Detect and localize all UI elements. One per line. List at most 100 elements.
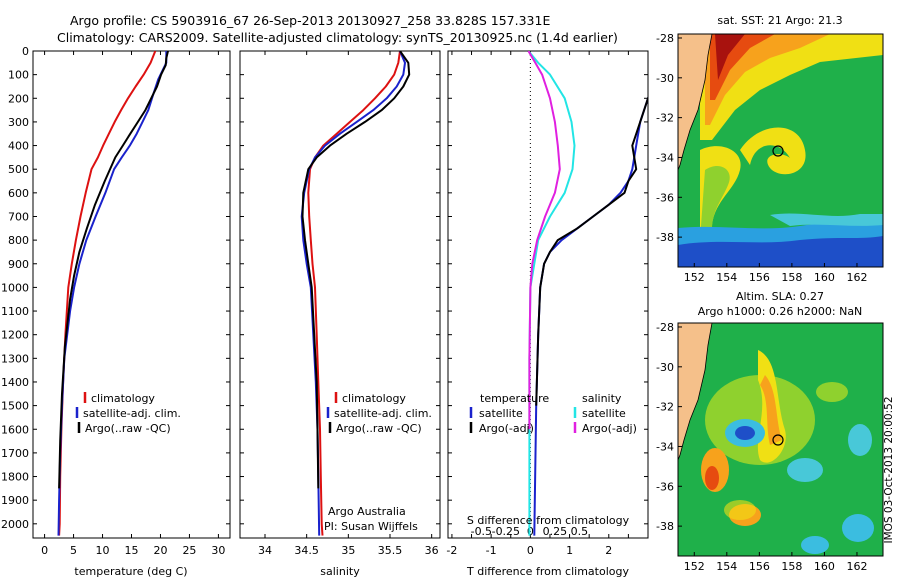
sst-map-argo-marker: [772, 145, 784, 157]
x-tick-label: 36: [425, 544, 439, 557]
series-line-argo-raw-qc-: [301, 51, 411, 489]
map-x-tick-label: 162: [846, 560, 867, 573]
map-y-tick-label: -32: [656, 401, 674, 414]
legend-label-s-argo: Argo(-adj): [582, 422, 637, 435]
map-x-tick-label: 162: [846, 271, 867, 284]
y-tick-label: 1800: [1, 471, 29, 484]
salinity-panel-frame: [239, 50, 441, 539]
x-tick-label: 0: [41, 544, 48, 557]
map-y-tick-label: -38: [656, 231, 674, 244]
sla-map-subtitle: Argo h1000: 0.26 h2000: NaN: [698, 305, 863, 318]
salinity-legend: climatology satellite-adj. clim. Argo(..…: [324, 392, 432, 533]
y-tick-label: 1400: [1, 376, 29, 389]
y-tick-label: 900: [8, 258, 29, 271]
map-x-tick-label: 160: [814, 271, 835, 284]
legend-label-argo: Argo(..raw -QC): [336, 422, 422, 435]
series-line-satellite-adj-clim-: [57, 51, 168, 536]
y-tick-label: 600: [8, 187, 29, 200]
map-y-tick-label: -36: [656, 480, 674, 493]
legend-label-s-satellite: satellite: [582, 407, 626, 420]
sla-map: [678, 323, 883, 556]
map-y-tick-label: -34: [656, 440, 674, 453]
temperature-panel-frame: [32, 50, 231, 539]
y-tick-label: 1100: [1, 305, 29, 318]
map-x-tick-label: 154: [716, 271, 737, 284]
map-y-tick-label: -30: [656, 361, 674, 374]
legend-title-temperature: temperature: [480, 392, 549, 405]
legend-label-t-argo: Argo(-adj): [479, 422, 534, 435]
x-tick-label: 1: [566, 544, 573, 557]
temperature-xlabel: temperature (deg C): [74, 565, 187, 578]
y-tick-label: 1000: [1, 281, 29, 294]
y-tick-label: 1900: [1, 494, 29, 507]
legend-title-salinity: salinity: [582, 392, 622, 405]
series-line-climatology: [307, 51, 401, 536]
legend-label-climatology: climatology: [342, 392, 406, 405]
legend-label-t-satellite: satellite: [479, 407, 523, 420]
temperature-axes: 0100200300400500600700800900100011001200…: [1, 45, 230, 557]
y-tick-label: 400: [8, 140, 29, 153]
x-tick-label: 25: [182, 544, 196, 557]
temperature-legend: climatology satellite-adj. clim. Argo(..…: [75, 392, 181, 435]
map-y-tick-label: -28: [656, 321, 674, 334]
y-tick-label: 800: [8, 234, 29, 247]
salinity-xlabel: salinity: [320, 565, 360, 578]
map-x-tick-label: 156: [749, 271, 770, 284]
imos-stamp: IMOS 03-Oct-2013 20:00:52: [883, 396, 895, 543]
sla-map-axes: 152 154 156 158 160 162 -28 -30 -32 -34 -36 -38: [656, 321, 867, 573]
y-tick-label: 1500: [1, 400, 29, 413]
y-tick-label: 500: [8, 163, 29, 176]
map-y-tick-label: -32: [656, 112, 674, 125]
x-tick-label: 35: [341, 544, 355, 557]
sla-map-title: Altim. SLA: 0.27: [736, 290, 824, 303]
map-x-tick-label: 158: [781, 560, 802, 573]
x-tick-label: -1: [486, 544, 497, 557]
legend-label-satellite: satellite-adj. clim.: [334, 407, 432, 420]
difference-xlabel: T difference from climatology: [466, 565, 629, 578]
x-tick-label-salinity: -0.5: [471, 525, 492, 538]
map-x-tick-label: 160: [814, 560, 835, 573]
salinity-series: [300, 51, 411, 536]
series-line-argo-adj-: [527, 51, 561, 430]
y-tick-label: 100: [8, 69, 29, 82]
header-line2: Climatology: CARS2009. Satellite-adjuste…: [57, 30, 618, 45]
x-tick-label: -2: [446, 544, 457, 557]
sst-map-title: sat. SST: 21 Argo: 21.3: [717, 14, 842, 27]
legend-label-argo: Argo(..raw -QC): [85, 422, 171, 435]
x-tick-label: 30: [211, 544, 225, 557]
x-tick-label: 0: [527, 544, 534, 557]
annotation-argo-australia: Argo Australia: [328, 505, 406, 518]
map-y-tick-label: -28: [656, 32, 674, 45]
legend-label-satellite: satellite-adj. clim.: [83, 407, 181, 420]
y-tick-label: 200: [8, 92, 29, 105]
x-tick-label: 20: [153, 544, 167, 557]
x-tick-label: 15: [125, 544, 139, 557]
difference-series: [527, 51, 648, 536]
map-y-tick-label: -36: [656, 191, 674, 204]
difference-panel-frame: [447, 50, 649, 539]
y-tick-label: 700: [8, 210, 29, 223]
y-tick-label: 1600: [1, 423, 29, 436]
map-x-tick-label: 156: [749, 560, 770, 573]
y-tick-label: 2000: [1, 518, 29, 531]
map-x-tick-label: 152: [684, 560, 705, 573]
x-tick-label: 34.5: [294, 544, 319, 557]
map-x-tick-label: 158: [781, 271, 802, 284]
x-tick-label: 35.5: [378, 544, 403, 557]
difference-legend: temperature salinity satellite Argo(-adj…: [469, 392, 637, 435]
map-y-tick-label: -34: [656, 151, 674, 164]
map-y-tick-label: -38: [656, 520, 674, 533]
temperature-series: [57, 51, 169, 536]
y-tick-label: 1200: [1, 329, 29, 342]
x-tick-label: 5: [70, 544, 77, 557]
annotation-pi: PI: Susan Wijffels: [324, 520, 418, 533]
y-tick-label: 300: [8, 116, 29, 129]
y-tick-label: 0: [22, 45, 29, 58]
y-tick-label: 1300: [1, 352, 29, 365]
map-y-tick-label: -30: [656, 72, 674, 85]
x-tick-label-salinity: 0.25: [543, 525, 568, 538]
difference-xlabel-salinity: S difference from climatology: [467, 514, 630, 527]
salinity-axes: 34 34.5 35 35.5 36: [240, 50, 440, 557]
sst-map: [678, 34, 883, 267]
